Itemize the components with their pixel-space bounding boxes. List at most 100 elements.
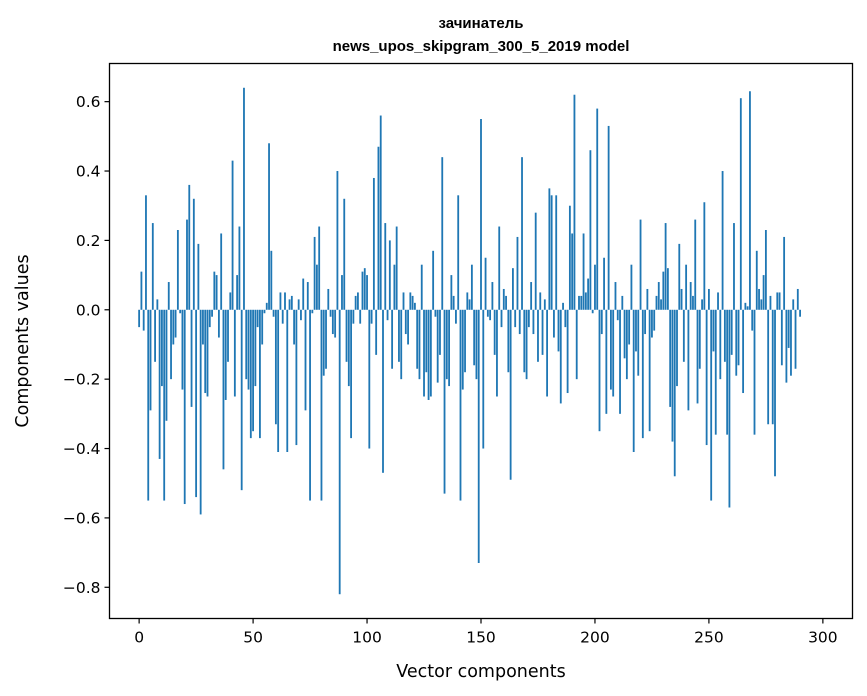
- bar: [785, 309, 788, 383]
- bar: [217, 309, 220, 338]
- bar: [220, 233, 223, 310]
- bar: [464, 309, 466, 373]
- bar: [156, 299, 159, 310]
- bar: [443, 309, 446, 494]
- bar: [183, 309, 186, 505]
- bar: [347, 309, 350, 387]
- bar: [557, 309, 560, 352]
- bar: [188, 184, 191, 310]
- bar: [648, 309, 651, 432]
- bar: [580, 295, 583, 310]
- bar: [521, 157, 523, 310]
- bar: [354, 295, 357, 310]
- bar: [231, 160, 234, 310]
- x-tick-label: 100: [352, 629, 382, 647]
- bar: [708, 288, 710, 310]
- bar: [594, 264, 596, 310]
- bar: [206, 309, 209, 397]
- bar: [252, 309, 254, 432]
- bar: [550, 195, 553, 310]
- bar: [455, 309, 457, 324]
- bar: [341, 275, 343, 310]
- bar: [780, 309, 783, 366]
- bar: [286, 309, 289, 452]
- bar: [213, 271, 216, 310]
- bar: [792, 299, 795, 310]
- bar: [163, 309, 166, 501]
- bar: [322, 309, 325, 376]
- bar: [420, 264, 423, 310]
- bar: [623, 309, 626, 359]
- bar: [407, 309, 409, 345]
- bar: [274, 309, 277, 425]
- bar: [268, 143, 270, 310]
- bar: [386, 309, 389, 321]
- bar: [774, 309, 776, 477]
- bar: [254, 309, 257, 387]
- bar: [719, 309, 722, 380]
- bar: [368, 309, 371, 449]
- bar: [589, 150, 592, 310]
- bar: [482, 309, 485, 449]
- bar: [343, 198, 346, 310]
- bar: [523, 309, 526, 373]
- bar: [509, 309, 512, 480]
- bar: [395, 226, 398, 310]
- bar: [710, 309, 713, 501]
- bar: [297, 299, 300, 310]
- bar: [336, 171, 339, 310]
- bar: [372, 177, 375, 310]
- y-axis-label: Components values: [13, 254, 33, 427]
- bar: [796, 288, 799, 310]
- bar: [728, 309, 731, 508]
- bar: [621, 295, 624, 310]
- bar: [197, 243, 200, 310]
- bar: [486, 309, 489, 317]
- x-tick-label: 250: [694, 629, 724, 647]
- bar: [179, 309, 182, 314]
- bar: [502, 288, 505, 310]
- bar: [236, 275, 239, 310]
- bar: [261, 309, 264, 345]
- bar: [717, 292, 719, 310]
- bar: [769, 295, 772, 310]
- bar: [233, 309, 236, 397]
- bar: [272, 309, 275, 317]
- bar: [698, 309, 701, 369]
- bar: [302, 278, 305, 310]
- bar: [610, 309, 612, 390]
- bar: [546, 309, 548, 397]
- bar: [167, 282, 170, 310]
- bar: [284, 292, 286, 310]
- y-tick-label: 0.4: [76, 163, 101, 181]
- bar: [584, 292, 587, 310]
- x-tick-label: 300: [808, 629, 838, 647]
- bar: [304, 309, 307, 411]
- bar: [755, 250, 758, 310]
- bar: [603, 257, 605, 310]
- bar: [199, 309, 202, 515]
- bar: [625, 309, 628, 380]
- bar: [712, 309, 715, 352]
- bar: [512, 268, 514, 310]
- bar: [411, 295, 414, 310]
- chart-title-line2: news_upos_skipgram_300_5_2019 model: [333, 38, 630, 55]
- bar: [568, 205, 571, 310]
- bar: [400, 309, 403, 380]
- bar: [721, 171, 724, 310]
- bar: [762, 275, 765, 310]
- bar: [790, 309, 792, 376]
- bars-group: [138, 87, 801, 595]
- bar: [664, 223, 667, 310]
- bar: [461, 309, 464, 390]
- bar: [288, 299, 291, 310]
- bar: [345, 309, 348, 362]
- bar: [525, 309, 528, 380]
- bar: [445, 309, 448, 380]
- bar: [605, 309, 608, 414]
- bar: [680, 288, 683, 310]
- bar: [553, 309, 555, 338]
- bar: [138, 309, 141, 328]
- bar: [507, 309, 510, 373]
